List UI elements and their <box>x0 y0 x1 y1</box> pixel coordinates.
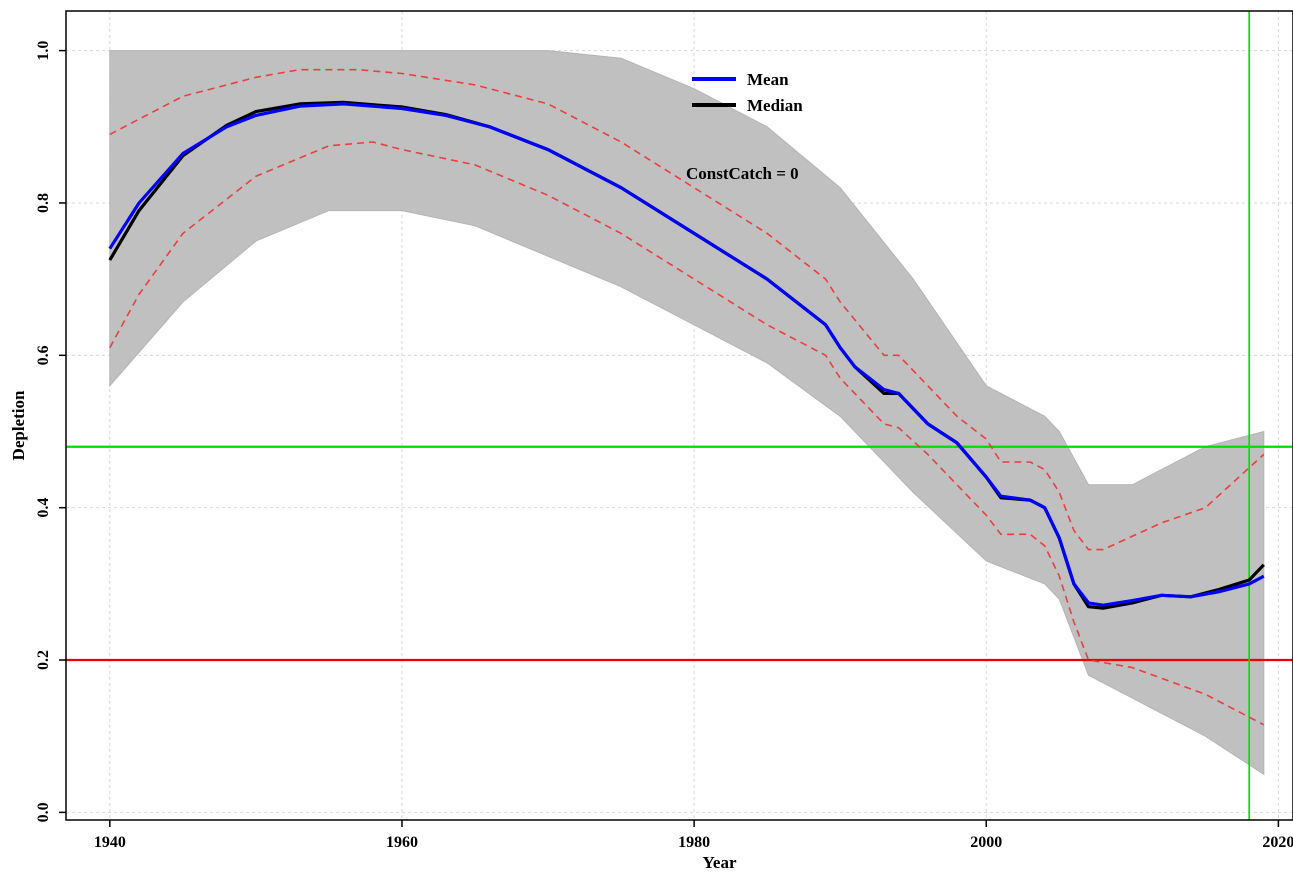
series-line-median <box>108 100 1265 610</box>
legend-label-median: Median <box>747 96 803 115</box>
legend: Mean Median <box>692 70 803 115</box>
y-tick-label: 0.4 <box>35 498 52 518</box>
legend-label-mean: Mean <box>747 70 789 89</box>
x-tick-label: 1940 <box>94 834 126 851</box>
y-tick-label: 1.0 <box>35 41 52 61</box>
series-layer <box>108 68 1265 726</box>
y-tick-label: 0.8 <box>35 193 52 213</box>
x-tick-label: 2020 <box>1262 834 1293 851</box>
x-tick-label: 2000 <box>970 834 1002 851</box>
y-tick-label: 0.0 <box>35 802 52 822</box>
series-line-mean <box>108 102 1265 607</box>
envelope-layer <box>109 50 1265 776</box>
axis-ticks: 1940 1960 1980 2000 2020 0.0 0.2 0.4 0.6 0.8 1.0 <box>35 41 1293 851</box>
x-tick-label: 1960 <box>386 834 418 851</box>
quantile-line-2 <box>109 68 1265 551</box>
y-tick-label: 0.2 <box>35 650 52 670</box>
reference-lines <box>66 11 1293 820</box>
y-tick-label: 0.6 <box>35 345 52 365</box>
simulation-envelope <box>109 50 1265 776</box>
x-tick-label: 1980 <box>678 834 710 851</box>
y-axis-title: Depletion <box>9 390 28 460</box>
x-axis-title: Year <box>703 853 737 872</box>
quantile-line-3 <box>109 141 1265 726</box>
scenario-annotation: ConstCatch = 0 <box>686 164 799 183</box>
plot-frame <box>65 10 1293 821</box>
